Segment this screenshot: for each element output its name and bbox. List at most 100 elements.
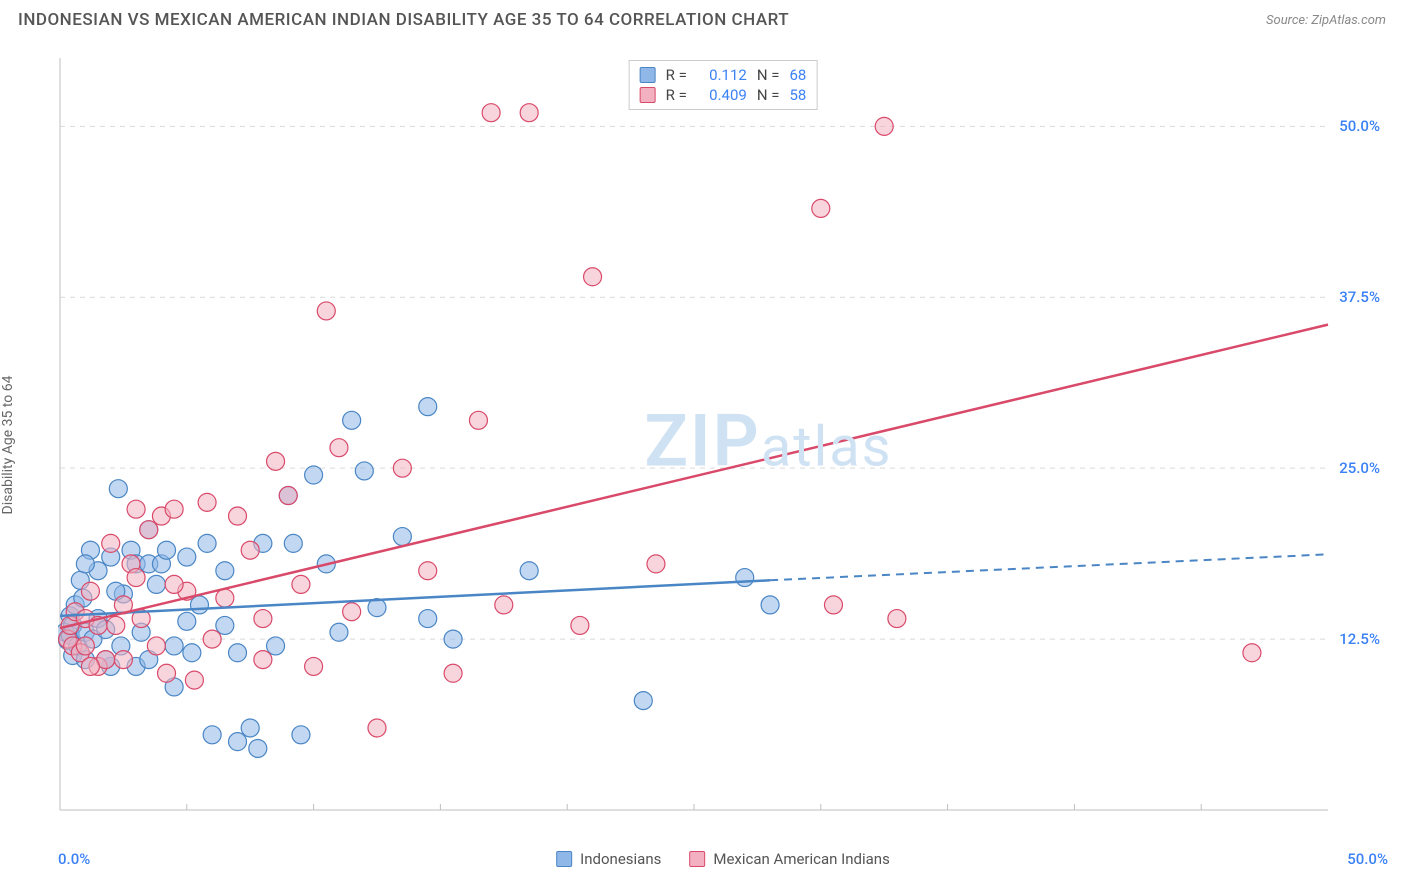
scatter-point bbox=[190, 596, 208, 614]
series-name: Mexican American Indians bbox=[713, 850, 889, 868]
scatter-point bbox=[102, 534, 120, 552]
scatter-point bbox=[647, 555, 665, 573]
scatter-point bbox=[330, 439, 348, 457]
scatter-point bbox=[305, 466, 323, 484]
scatter-point bbox=[229, 507, 247, 525]
scatter-point bbox=[292, 726, 310, 744]
scatter-point bbox=[241, 719, 259, 737]
scatter-point bbox=[520, 104, 538, 122]
scatter-point bbox=[1243, 644, 1261, 662]
scatter-point bbox=[482, 104, 500, 122]
scatter-point bbox=[81, 582, 99, 600]
trend-line-extrapolated bbox=[770, 554, 1328, 580]
scatter-point bbox=[216, 562, 234, 580]
chart-title: INDONESIAN VS MEXICAN AMERICAN INDIAN DI… bbox=[18, 10, 789, 30]
scatter-point bbox=[419, 398, 437, 416]
scatter-point bbox=[127, 569, 145, 587]
scatter-point bbox=[761, 596, 779, 614]
y-tick-label: 37.5% bbox=[1339, 288, 1388, 306]
scatter-point bbox=[158, 664, 176, 682]
scatter-point bbox=[736, 569, 754, 587]
y-tick-label: 50.0% bbox=[1339, 117, 1388, 135]
scatter-point bbox=[165, 637, 183, 655]
scatter-point bbox=[368, 719, 386, 737]
scatter-point bbox=[444, 664, 462, 682]
correlation-legend-row: R =0.409N =58 bbox=[640, 85, 807, 105]
scatter-point bbox=[267, 637, 285, 655]
scatter-point bbox=[571, 616, 589, 634]
n-label: N = bbox=[757, 66, 780, 84]
scatter-point bbox=[824, 596, 842, 614]
series-name: Indonesians bbox=[580, 850, 661, 868]
r-label: R = bbox=[666, 66, 687, 84]
n-label: N = bbox=[757, 86, 780, 104]
scatter-point bbox=[343, 411, 361, 429]
scatter-point bbox=[495, 596, 513, 614]
r-value: 0.112 bbox=[697, 66, 747, 84]
scatter-point bbox=[203, 630, 221, 648]
chart-container: Disability Age 35 to 64 12.5%25.0%37.5%5… bbox=[18, 50, 1388, 840]
scatter-point bbox=[254, 610, 272, 628]
scatter-point bbox=[165, 500, 183, 518]
scatter-point bbox=[279, 487, 297, 505]
scatter-point bbox=[254, 651, 272, 669]
scatter-point bbox=[165, 575, 183, 593]
series-legend: Indonesians Mexican American Indians bbox=[556, 850, 890, 868]
scatter-point bbox=[147, 637, 165, 655]
scatter-point bbox=[634, 692, 652, 710]
scatter-point bbox=[107, 616, 125, 634]
scatter-point bbox=[76, 637, 94, 655]
scatter-point bbox=[355, 462, 373, 480]
scatter-point bbox=[305, 657, 323, 675]
legend-swatch bbox=[640, 67, 656, 83]
scatter-point bbox=[216, 616, 234, 634]
scatter-point bbox=[183, 644, 201, 662]
x-tick-right: 50.0% bbox=[1347, 850, 1388, 868]
scatter-point bbox=[317, 302, 335, 320]
scatter-point bbox=[114, 651, 132, 669]
scatter-point bbox=[198, 534, 216, 552]
scatter-point bbox=[419, 562, 437, 580]
n-value: 68 bbox=[789, 66, 806, 84]
scatter-point bbox=[584, 268, 602, 286]
scatter-point bbox=[216, 589, 234, 607]
y-axis-label: Disability Age 35 to 64 bbox=[0, 376, 16, 515]
scatter-point bbox=[469, 411, 487, 429]
scatter-point bbox=[147, 575, 165, 593]
scatter-point bbox=[444, 630, 462, 648]
scatter-plot-svg bbox=[58, 50, 1388, 840]
scatter-point bbox=[419, 610, 437, 628]
trend-line bbox=[60, 325, 1328, 629]
scatter-point bbox=[178, 612, 196, 630]
legend-swatch bbox=[556, 851, 572, 867]
scatter-point bbox=[888, 610, 906, 628]
scatter-point bbox=[241, 541, 259, 559]
scatter-point bbox=[203, 726, 221, 744]
scatter-point bbox=[875, 117, 893, 135]
scatter-point bbox=[812, 199, 830, 217]
scatter-point bbox=[198, 493, 216, 511]
r-value: 0.409 bbox=[697, 86, 747, 104]
y-tick-label: 12.5% bbox=[1339, 630, 1388, 648]
n-value: 58 bbox=[789, 86, 806, 104]
scatter-point bbox=[229, 733, 247, 751]
scatter-point bbox=[109, 480, 127, 498]
scatter-point bbox=[178, 548, 196, 566]
source-label: Source: ZipAtlas.com bbox=[1266, 13, 1386, 28]
scatter-point bbox=[229, 644, 247, 662]
scatter-point bbox=[185, 671, 203, 689]
scatter-point bbox=[158, 541, 176, 559]
legend-swatch bbox=[689, 851, 705, 867]
y-tick-label: 25.0% bbox=[1339, 459, 1388, 477]
series-legend-item: Indonesians bbox=[556, 850, 661, 868]
legend-swatch bbox=[640, 87, 656, 103]
scatter-point bbox=[267, 452, 285, 470]
scatter-point bbox=[520, 562, 538, 580]
scatter-point bbox=[140, 521, 158, 539]
correlation-legend-row: R = 0.112 N = 68 bbox=[640, 65, 807, 85]
scatter-point bbox=[343, 603, 361, 621]
x-tick-left: 0.0% bbox=[58, 850, 90, 868]
scatter-point bbox=[393, 528, 411, 546]
plot-area: 12.5%25.0%37.5%50.0% 0.0% 50.0% ZIPatlas… bbox=[58, 50, 1388, 840]
scatter-point bbox=[393, 459, 411, 477]
